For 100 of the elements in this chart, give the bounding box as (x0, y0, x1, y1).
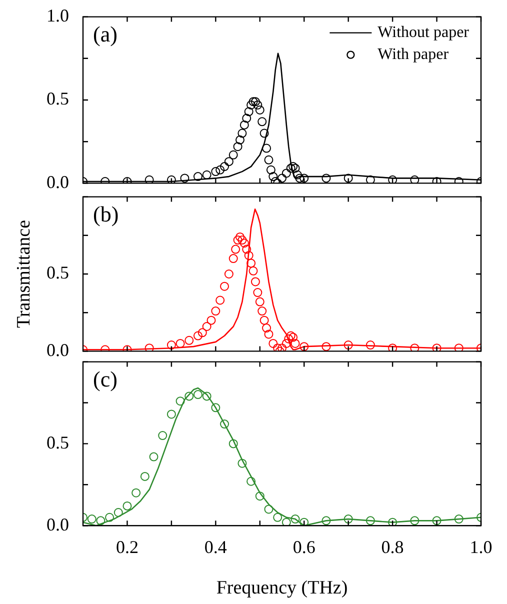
point (184, 336, 194, 345)
point (166, 175, 176, 184)
point (322, 342, 331, 352)
x-tick-label: 0.8 (381, 537, 404, 558)
point (114, 508, 123, 517)
point (180, 174, 190, 183)
point (216, 165, 225, 174)
point (233, 236, 242, 245)
point (454, 514, 464, 524)
point (248, 266, 258, 276)
y-tick-label: 0.5 (46, 262, 69, 283)
point (224, 270, 234, 278)
x-tick-label: 0.6 (292, 537, 316, 558)
point (290, 164, 300, 173)
point (253, 100, 262, 110)
point (344, 514, 353, 524)
point (410, 175, 420, 184)
point (268, 172, 278, 182)
point (246, 476, 256, 486)
point (242, 114, 252, 123)
point (388, 518, 398, 526)
point (216, 296, 225, 305)
point (220, 162, 230, 172)
point (144, 344, 154, 352)
point (240, 238, 249, 248)
point (260, 128, 269, 138)
point (246, 100, 256, 110)
y-tick-label: 1.0 (46, 6, 69, 26)
point (202, 392, 212, 401)
point (233, 142, 242, 152)
annotation: (c) (93, 366, 118, 392)
point (220, 282, 230, 291)
point (454, 344, 464, 352)
point (366, 516, 375, 526)
y-tick-label: 0.0 (46, 514, 69, 534)
point (240, 120, 249, 130)
point (224, 157, 234, 166)
point (235, 232, 244, 242)
y-tick-label: 0.5 (46, 88, 69, 109)
point (198, 328, 207, 338)
legend-label: Without paper (378, 24, 470, 42)
point (253, 288, 262, 298)
point (432, 516, 442, 526)
point (292, 170, 302, 180)
point (244, 250, 254, 260)
point (286, 164, 296, 173)
point (228, 439, 238, 448)
point (250, 277, 260, 286)
point (366, 340, 375, 350)
point (193, 172, 202, 182)
point (410, 516, 420, 526)
point (300, 174, 309, 183)
x-tick-label: 0.2 (116, 537, 138, 558)
y-tick-label: 0.5 (46, 432, 69, 452)
point (282, 518, 291, 526)
annotation: (a) (93, 22, 118, 47)
point (220, 420, 230, 429)
point (255, 492, 264, 501)
point (166, 340, 176, 350)
point (105, 512, 114, 522)
point (176, 396, 185, 406)
point (344, 340, 353, 350)
point (132, 488, 141, 498)
point (282, 338, 291, 348)
point (264, 504, 274, 514)
point (432, 344, 442, 352)
legend-label: With paper (378, 46, 450, 64)
x-tick-label: 0.4 (204, 537, 227, 558)
point (144, 175, 154, 184)
point (300, 342, 309, 352)
point (211, 306, 220, 316)
point (273, 512, 282, 522)
point (255, 297, 264, 306)
point (286, 331, 296, 340)
point (149, 452, 158, 462)
point (87, 514, 96, 524)
point (278, 344, 286, 352)
point (228, 150, 238, 160)
point (260, 316, 269, 325)
point (242, 244, 252, 254)
point (158, 431, 168, 440)
point (202, 170, 212, 180)
point (193, 390, 202, 400)
point (264, 155, 274, 164)
point (288, 162, 298, 172)
point (284, 334, 294, 344)
point (295, 174, 304, 183)
point (262, 144, 272, 153)
point (228, 254, 238, 264)
point (238, 128, 247, 138)
point (290, 338, 300, 348)
point (264, 330, 274, 339)
point (258, 306, 267, 316)
y-axis-title: Transmittance (13, 220, 34, 328)
point (282, 168, 291, 178)
point (140, 472, 150, 481)
point (250, 97, 260, 106)
point (268, 338, 278, 348)
point (278, 174, 286, 183)
point (211, 167, 220, 176)
